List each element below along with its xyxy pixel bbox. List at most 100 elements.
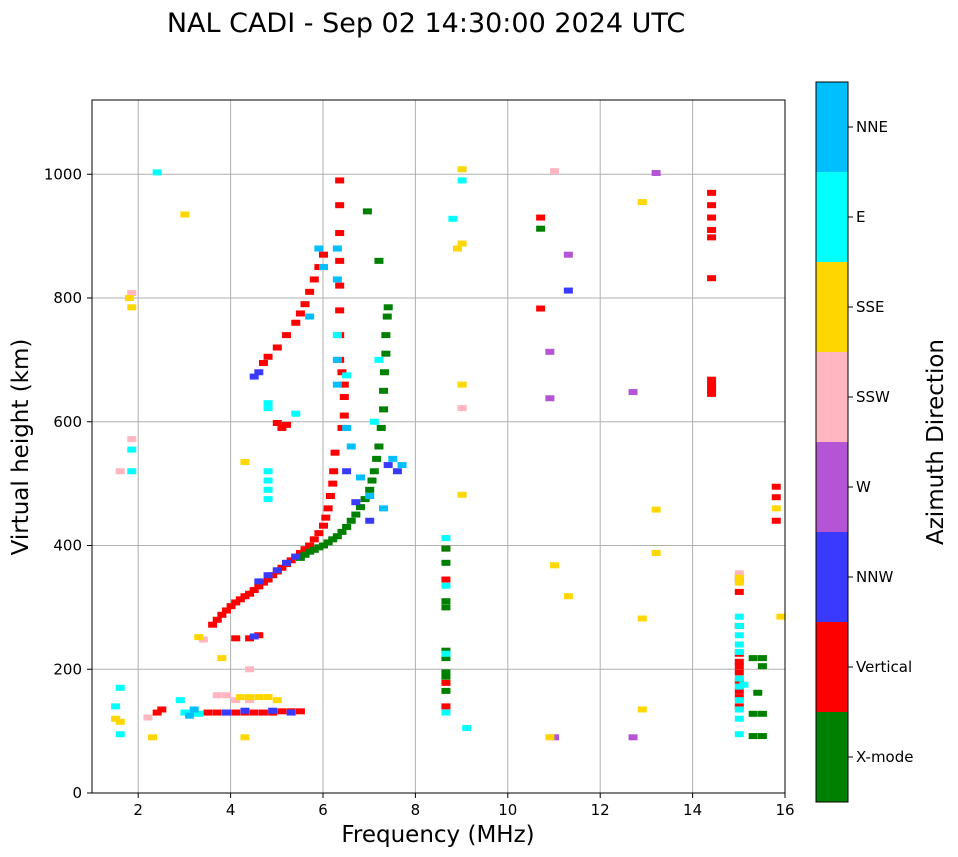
data-point-w	[651, 170, 661, 177]
data-point-x-mode	[441, 687, 451, 694]
data-point-e	[115, 731, 125, 738]
data-point-x-mode	[757, 663, 767, 670]
data-point-nne	[332, 356, 342, 363]
data-point-nne	[332, 276, 342, 283]
y-axis-ticks: 0 200 400 600 800 1000	[44, 165, 92, 802]
data-point-ssw	[212, 692, 222, 699]
data-point-nne	[185, 712, 195, 719]
data-point-e	[115, 684, 125, 691]
data-point-vertical	[240, 593, 250, 600]
data-point-nnw	[342, 468, 352, 475]
x-tick-label: 14	[683, 801, 702, 819]
data-point-sse	[115, 718, 125, 725]
data-point-nne	[397, 462, 407, 469]
data-point-nne	[332, 381, 342, 388]
data-point-x-mode	[355, 504, 365, 511]
data-point-vertical	[734, 588, 744, 595]
y-tick-label: 0	[72, 784, 82, 802]
data-point-sse	[240, 458, 250, 465]
data-point-vertical	[330, 449, 340, 456]
data-point-nnw	[254, 578, 264, 585]
data-point-w	[563, 251, 573, 258]
data-point-x-mode	[300, 551, 310, 558]
data-point-vertical	[157, 706, 167, 713]
data-point-vertical	[226, 603, 236, 610]
data-point-nnw	[249, 373, 259, 380]
data-point-ssw	[115, 468, 125, 475]
data-point-e	[369, 418, 379, 425]
data-point-vertical	[258, 359, 268, 366]
data-point-e	[441, 535, 451, 542]
data-point-vertical	[314, 264, 324, 271]
data-point-e	[441, 650, 451, 657]
data-point-e	[263, 400, 273, 407]
data-point-vertical	[305, 542, 315, 549]
data-point-ssw	[245, 697, 255, 704]
data-point-ssw	[143, 714, 153, 721]
data-point-vertical	[231, 599, 241, 606]
data-point-vertical	[321, 514, 331, 521]
y-tick-label: 1000	[44, 165, 82, 183]
data-point-e	[342, 372, 352, 379]
data-point-nnw	[365, 517, 375, 524]
data-point-sse	[127, 304, 137, 311]
data-points	[111, 166, 786, 741]
data-point-x-mode	[369, 468, 379, 475]
colorbar-tick-label: E	[856, 208, 865, 226]
data-point-e	[263, 405, 273, 412]
colorbar-segment-sse	[816, 262, 848, 352]
data-point-sse	[111, 715, 121, 722]
data-point-e	[263, 486, 273, 493]
data-point-e	[734, 641, 744, 648]
data-point-nnw	[383, 462, 393, 469]
data-point-nnw	[268, 707, 278, 714]
colorbar-segment-e	[816, 172, 848, 262]
data-point-vertical	[245, 590, 255, 597]
data-point-nne	[314, 245, 324, 252]
data-point-x-mode	[332, 533, 342, 540]
data-point-x-mode	[748, 710, 758, 717]
data-point-e	[111, 703, 121, 710]
data-point-x-mode	[748, 655, 758, 662]
data-point-e	[441, 709, 451, 716]
data-point-x-mode	[383, 304, 393, 311]
data-point-vertical	[441, 703, 451, 710]
colorbar-tick-label: NNE	[856, 118, 888, 136]
data-point-vertical	[245, 635, 255, 642]
data-point-nnw	[351, 499, 361, 506]
data-point-nne	[379, 505, 389, 512]
plot-area-frame	[91, 99, 786, 794]
data-point-x-mode	[441, 655, 451, 662]
data-point-nnw	[221, 709, 231, 716]
data-point-vertical	[441, 679, 451, 686]
data-point-vertical	[319, 522, 328, 529]
data-point-sse	[776, 613, 786, 620]
data-point-vertical	[707, 214, 717, 221]
x-tick-label: 2	[133, 801, 143, 819]
data-point-vertical	[258, 579, 268, 586]
data-point-x-mode	[757, 710, 767, 717]
data-point-sse	[563, 593, 573, 600]
data-point-nne	[365, 493, 375, 499]
data-point-vertical	[337, 424, 347, 431]
colorbar-segment-vertical	[816, 622, 848, 712]
data-point-nnw	[286, 709, 296, 716]
data-point-vertical	[258, 709, 268, 716]
data-point-x-mode	[381, 350, 391, 357]
data-point-nne	[355, 474, 365, 481]
data-point-x-mode	[441, 647, 451, 654]
data-point-vertical	[707, 275, 717, 282]
data-point-ssw	[734, 570, 744, 577]
data-point-vertical	[309, 276, 319, 283]
data-point-vertical	[734, 703, 744, 710]
data-point-e	[734, 697, 744, 704]
colorbar: X-mode Vertical NNW W SSW SSE E NNE	[815, 81, 913, 803]
data-point-vertical	[309, 536, 319, 543]
data-point-sse	[457, 166, 467, 173]
data-point-e	[448, 215, 458, 222]
data-point-e	[152, 169, 162, 176]
data-point-vertical	[277, 708, 287, 715]
data-point-sse	[457, 491, 467, 498]
data-point-vertical	[212, 709, 222, 716]
data-point-vertical	[339, 381, 349, 388]
